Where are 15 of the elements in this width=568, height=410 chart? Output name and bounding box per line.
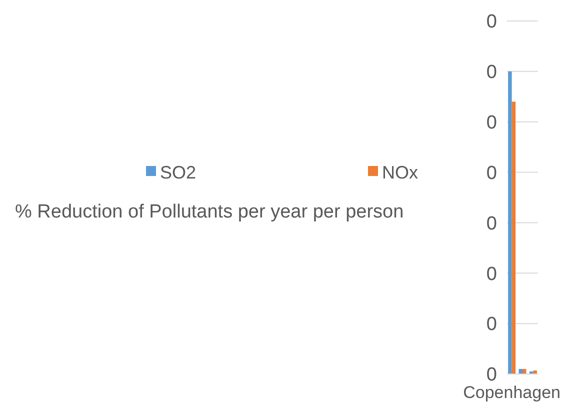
y-tick-label: 0 [486,364,497,386]
y-tick-label: 0 [486,264,497,285]
x-tick-label: Copenhagen [463,383,560,402]
bar [533,370,537,374]
y-tick-label: 0 [486,12,497,33]
y-tick-label: 0 [486,213,497,234]
text: % Reduction of Pollutants per year per person [15,202,404,223]
y-tick-label: 0 [486,62,497,84]
y-tick-label: 0 [486,112,497,134]
bar [508,71,512,374]
bar [512,102,516,374]
y-tick-label: 0 [486,162,497,184]
y-tick-label: 0 [486,314,497,336]
legend-label: SO2 [160,162,196,182]
legend-label: NOx [382,162,418,182]
